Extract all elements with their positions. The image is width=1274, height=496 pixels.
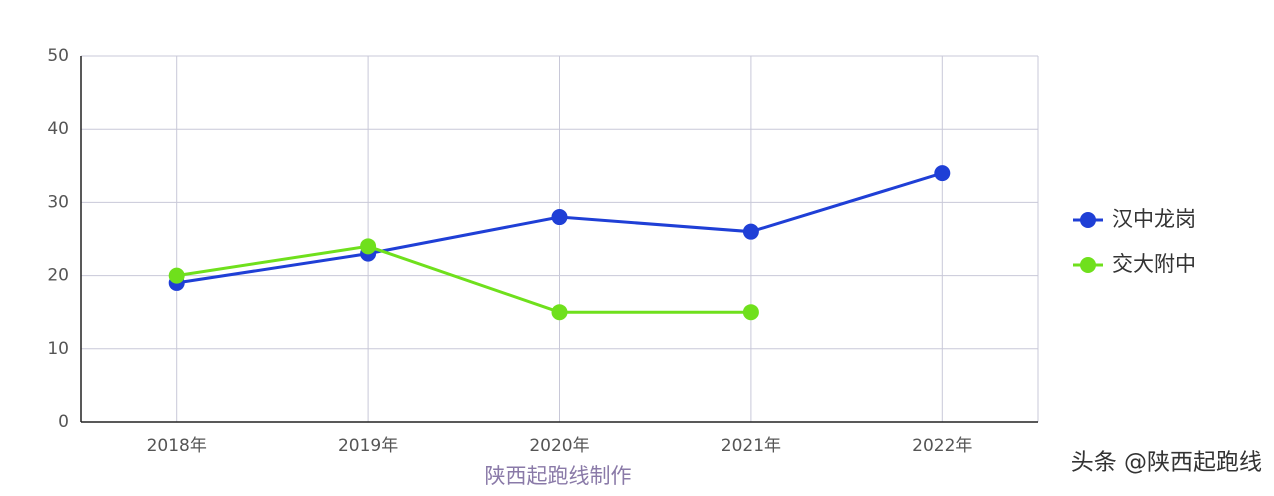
x-tick-label: 2021年 [721, 436, 781, 456]
x-tick-label: 2022年 [912, 436, 972, 456]
point [742, 223, 759, 240]
legend-marker [1080, 257, 1096, 273]
y-tick-label: 0 [58, 412, 69, 432]
watermark: 头条 @陕西起跑线 [1071, 450, 1262, 476]
y-tick-label: 10 [47, 339, 69, 359]
legend-label: 交大附中 [1112, 252, 1196, 276]
x-tick-label: 2020年 [529, 436, 589, 456]
x-tick-label: 2019年 [338, 436, 398, 456]
x-axis-label: 陕西起跑线制作 [485, 464, 632, 488]
point [360, 238, 377, 255]
legend-label: 汉中龙岗 [1112, 207, 1196, 231]
x-tick-label: 2018年 [147, 436, 207, 456]
y-tick-label: 40 [47, 119, 69, 139]
legend-marker [1080, 212, 1096, 228]
point [742, 304, 759, 321]
series-line [176, 244, 751, 314]
point [551, 209, 568, 226]
y-tick-label: 50 [47, 46, 69, 66]
y-tick-label: 30 [47, 192, 69, 212]
point [168, 267, 185, 284]
point [551, 304, 568, 321]
point [934, 165, 951, 182]
y-tick-label: 20 [47, 266, 69, 286]
